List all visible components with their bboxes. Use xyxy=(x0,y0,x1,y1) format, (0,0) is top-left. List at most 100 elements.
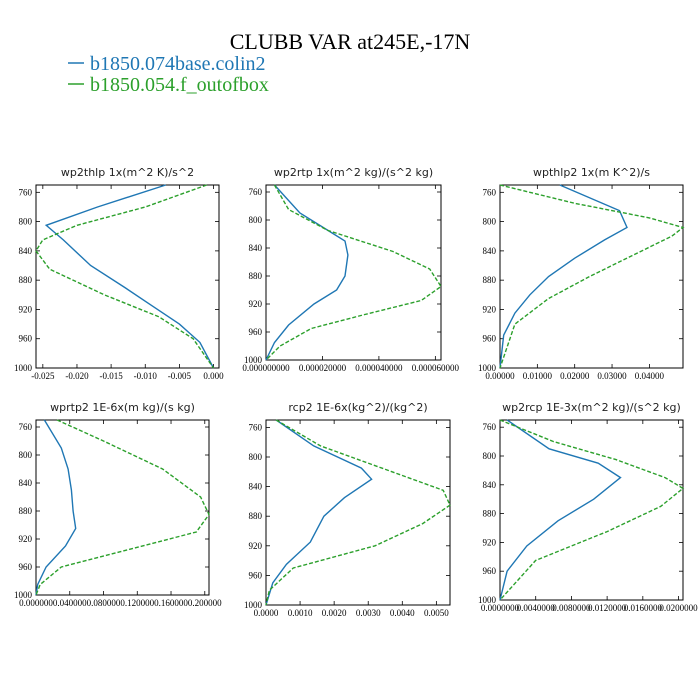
y-tick-label: 880 xyxy=(249,511,263,521)
x-tick-label: 0.000040000 xyxy=(355,363,403,373)
figure-title: CLUBB VAR at245E,-17N xyxy=(230,29,471,54)
y-tick-label: 800 xyxy=(249,452,263,462)
x-tick-label: 0.0040 xyxy=(390,608,415,618)
x-tick-label: -0.010 xyxy=(134,371,158,381)
y-tick-label: 960 xyxy=(249,327,263,337)
y-tick-label: 880 xyxy=(483,509,497,519)
y-tick-label: 840 xyxy=(483,246,497,256)
y-tick-label: 800 xyxy=(19,217,33,227)
y-tick-label: 1000 xyxy=(478,595,497,605)
x-tick-label: 0.120000 xyxy=(120,598,154,608)
panel-5: rcp2 1E-6x(kg^2)/(kg^2) 760 800 840 880 920 96… xyxy=(244,401,451,618)
y-tick-label: 960 xyxy=(483,334,497,344)
panel-6: wp2rcp 1E-3x(m^2 kg)/(s^2 kg) 760 800 840 88… xyxy=(478,401,698,613)
panel-4: wprtp2 1E-6x(m kg)/(s kg) 760 800 840 880 920… xyxy=(14,401,222,608)
panel-frame xyxy=(499,184,684,369)
x-tick-label: 0.0160000 xyxy=(624,603,663,613)
panel-frame xyxy=(35,419,210,596)
panel-grid: wp2thlp 1x(m^2 K)/s^2 760 800 840 880 920 960 1… xyxy=(14,166,698,618)
panel-title: wprtp2 1E-6x(m kg)/(s kg) xyxy=(50,401,195,414)
x-tick-label: 0.04000 xyxy=(635,371,665,381)
y-tick-label: 960 xyxy=(483,566,497,576)
x-tick-label: 0.0010 xyxy=(288,608,313,618)
y-tick-label: 920 xyxy=(249,299,263,309)
panel-title: wp2thlp 1x(m^2 K)/s^2 xyxy=(61,166,194,179)
x-tick-label: 0.0000000 xyxy=(481,603,520,613)
y-tick-label: 760 xyxy=(483,187,497,197)
y-tick-label: 840 xyxy=(249,243,263,253)
y-tick-label: 920 xyxy=(249,541,263,551)
y-tick-label: 840 xyxy=(19,478,33,488)
series-line-outofbox xyxy=(35,419,210,596)
x-tick-label: 0.00000 xyxy=(485,371,515,381)
x-tick-label: 0.000060000 xyxy=(412,363,460,373)
legend-label-outofbox: b1850.054.f_outofbox xyxy=(90,74,269,96)
series-line-outofbox xyxy=(35,184,215,369)
x-tick-label: 0.000020000 xyxy=(299,363,347,373)
panel-1: wp2thlp 1x(m^2 K)/s^2 760 800 840 880 920 960 1… xyxy=(14,166,224,381)
panel-title: wpthlp2 1x(m K^2)/s xyxy=(533,166,650,179)
y-tick-label: 800 xyxy=(483,451,497,461)
panel-frame xyxy=(35,184,220,369)
x-tick-label: 0.0020 xyxy=(322,608,347,618)
x-tick-label: -0.015 xyxy=(99,371,123,381)
x-tick-label: 0.0040000 xyxy=(517,603,556,613)
panel-title: rcp2 1E-6x(kg^2)/(kg^2) xyxy=(288,401,427,414)
series-line-outofbox xyxy=(499,419,685,601)
y-tick-label: 920 xyxy=(483,537,497,547)
y-tick-label: 1000 xyxy=(244,355,263,365)
x-tick-label: 0.0000 xyxy=(254,608,279,618)
panel-frame xyxy=(265,419,451,606)
x-tick-label: -0.020 xyxy=(65,371,89,381)
series-line-colin2 xyxy=(44,184,215,369)
y-tick-label: 960 xyxy=(19,562,33,572)
y-tick-label: 880 xyxy=(483,275,497,285)
x-tick-label: 0.03000 xyxy=(597,371,627,381)
y-tick-label: 960 xyxy=(19,334,33,344)
x-tick-label: 0.0030 xyxy=(356,608,381,618)
y-tick-label: 1000 xyxy=(244,600,263,610)
panel-frame xyxy=(499,419,684,601)
x-tick-label: 0.160000 xyxy=(154,598,188,608)
panel-title: wp2rcp 1E-3x(m^2 kg)/(s^2 kg) xyxy=(502,401,681,414)
legend: b1850.074base.colin2 b1850.054.f_outofbo… xyxy=(68,53,269,96)
x-tick-label: 0.080000 xyxy=(87,598,121,608)
y-tick-label: 920 xyxy=(483,304,497,314)
x-tick-label: -0.005 xyxy=(168,371,192,381)
series-line-colin2 xyxy=(265,184,349,361)
y-tick-label: 760 xyxy=(249,187,263,197)
y-tick-label: 1000 xyxy=(14,363,33,373)
x-tick-label: 0.200000 xyxy=(188,598,222,608)
series-line-outofbox xyxy=(499,184,685,369)
series-line-outofbox xyxy=(265,419,451,606)
panel-3: wpthlp2 1x(m K^2)/s 760 800 840 880 920 960 100… xyxy=(478,166,685,381)
y-tick-label: 880 xyxy=(19,506,33,516)
y-tick-label: 1000 xyxy=(478,363,497,373)
y-tick-label: 800 xyxy=(19,450,33,460)
y-tick-label: 760 xyxy=(19,422,33,432)
x-tick-label: 0.0050 xyxy=(424,608,449,618)
x-tick-label: 0.01000 xyxy=(523,371,553,381)
y-tick-label: 880 xyxy=(249,271,263,281)
x-tick-label: 0.0200000 xyxy=(659,603,698,613)
y-tick-label: 840 xyxy=(483,480,497,490)
y-tick-label: 840 xyxy=(249,482,263,492)
x-tick-label: 0.0080000 xyxy=(552,603,591,613)
panel-frame xyxy=(265,184,442,361)
y-tick-label: 760 xyxy=(19,187,33,197)
y-tick-label: 800 xyxy=(483,217,497,227)
x-tick-label: 0.040000 xyxy=(53,598,87,608)
y-tick-label: 960 xyxy=(249,570,263,580)
legend-label-colin2: b1850.074base.colin2 xyxy=(90,53,266,75)
y-tick-label: 920 xyxy=(19,304,33,314)
y-tick-label: 840 xyxy=(19,246,33,256)
y-tick-label: 1000 xyxy=(14,590,33,600)
series-line-colin2 xyxy=(499,184,628,369)
y-tick-label: 920 xyxy=(19,534,33,544)
y-tick-label: 760 xyxy=(483,422,497,432)
series-line-colin2 xyxy=(499,419,622,601)
y-tick-label: 880 xyxy=(19,275,33,285)
x-tick-label: 0.000000 xyxy=(19,598,53,608)
